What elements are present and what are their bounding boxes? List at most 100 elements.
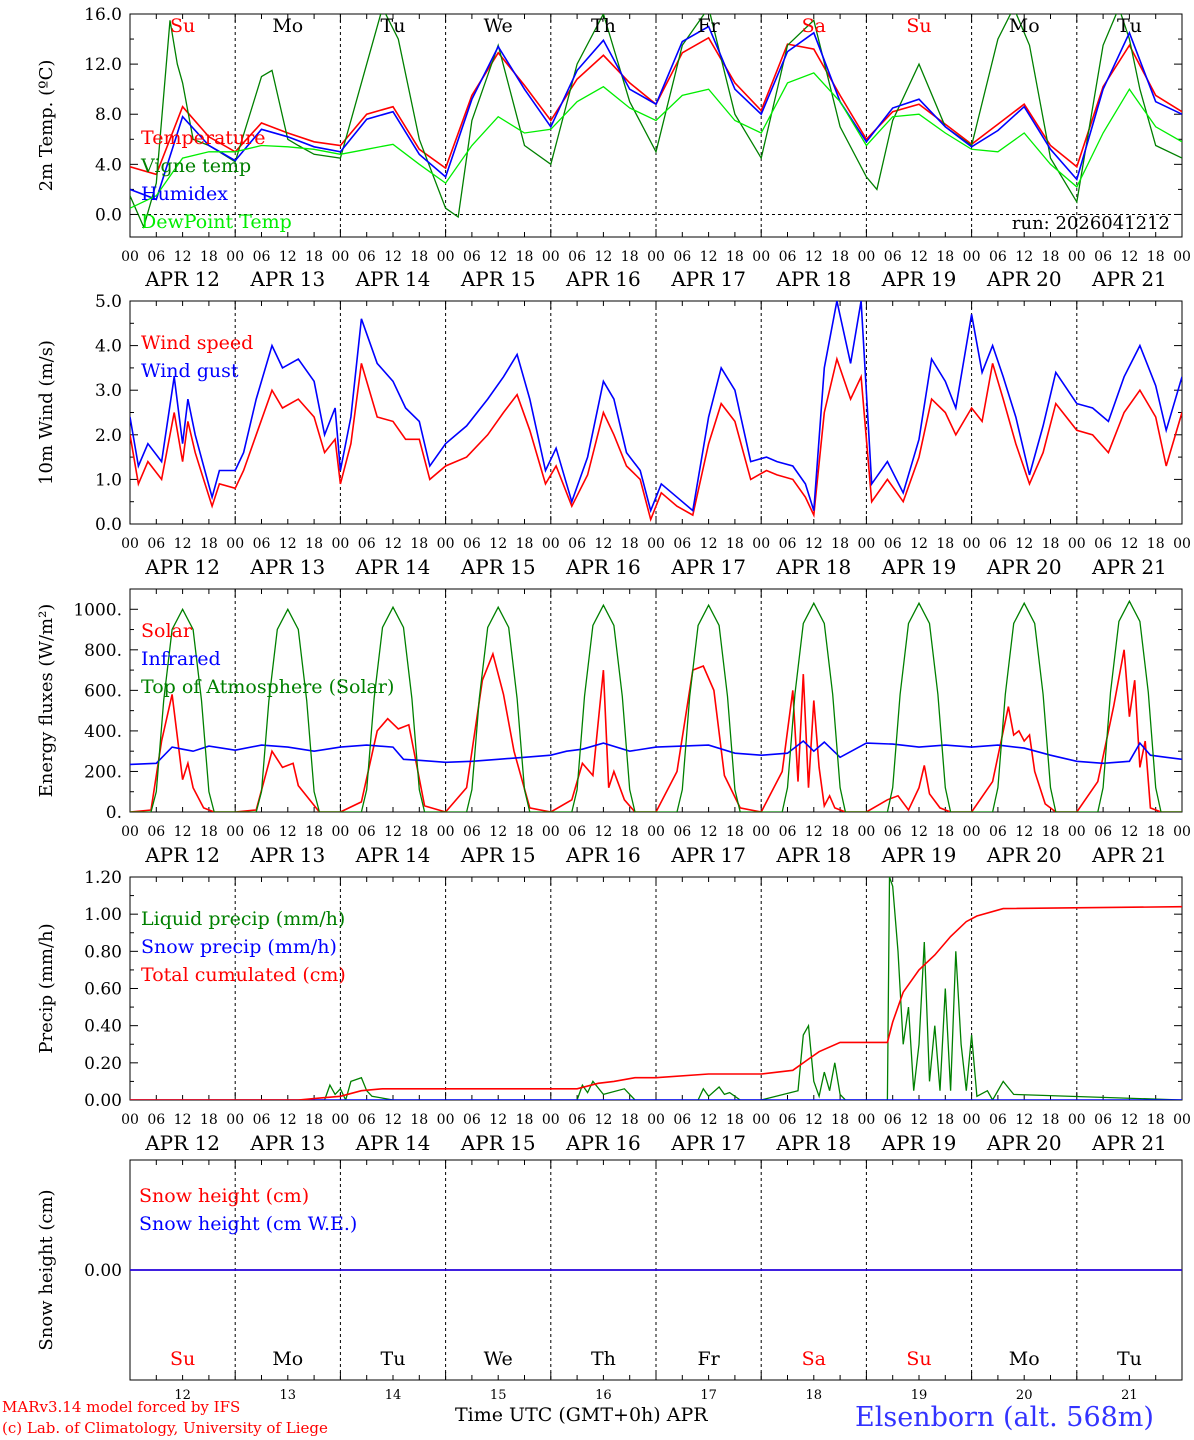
hour-label: 06 [884,1112,902,1128]
date-label: APR 19 [881,1131,957,1155]
y-tick-label: 1.20 [84,868,122,888]
hour-label: 12 [1015,1112,1033,1128]
date-label: APR 19 [881,555,957,579]
hour-label: 18 [936,1112,954,1128]
hour-label: 12 [594,536,612,552]
hour-label: 00 [963,824,981,840]
y-tick-label: 12.0 [84,55,122,75]
panel-3: 0. 200. 400. 600. 800. 1000. Energy fluxes (W/… [36,588,1191,867]
day-number: 15 [490,1388,507,1403]
hour-label: 06 [253,824,271,840]
date-label: APR 13 [249,555,325,579]
date-label: APR 14 [355,1131,431,1155]
hour-label: 00 [437,824,455,840]
legend-entry: Top of Atmosphere (Solar) [141,676,394,698]
series-top-of-atmosphere-solar [130,599,1182,812]
date-label: APR 13 [249,1131,325,1155]
hour-label: 00 [226,249,244,265]
hour-label: 06 [568,1112,586,1128]
hour-label: 12 [1015,249,1033,265]
date-label: APR 14 [355,843,431,867]
hour-label: 06 [147,1112,165,1128]
legend-entry: DewPoint Temp [141,211,292,233]
hour-label: 00 [542,824,560,840]
date-label: APR 15 [460,267,536,291]
hour-label: 00 [1068,536,1086,552]
hour-label: 06 [779,249,797,265]
hour-label: 06 [147,824,165,840]
plot-frame [129,588,1183,813]
hour-label: 06 [779,824,797,840]
date-label: APR 14 [355,555,431,579]
hour-label: 12 [910,536,928,552]
legend-entry: Wind gust [141,360,239,382]
hour-label: 06 [779,1112,797,1128]
legend-entry: Wind speed [141,332,253,354]
series-solar [130,649,1182,812]
hour-label: 12 [805,536,823,552]
hour-label: 12 [805,1112,823,1128]
hour-label: 18 [516,1112,534,1128]
series-liquid-precip-mm-h [130,877,1182,1100]
legend-entry: Temperature [141,127,265,149]
weekday-label-top: Th [591,15,616,37]
hour-label: 06 [1094,1112,1112,1128]
date-label: APR 17 [670,843,746,867]
hour-label: 12 [489,536,507,552]
hour-label: 06 [1094,536,1112,552]
legend-entry: Liquid precip (mm/h) [141,908,345,930]
day-number: 21 [1121,1388,1138,1403]
date-label: APR 16 [565,843,641,867]
hour-label: 12 [489,1112,507,1128]
y-tick-label: 5.0 [95,292,122,312]
hour-label: 00 [331,249,349,265]
weekday-label-bottom: Tu [1117,1348,1142,1370]
legend-entry: Vigne temp [140,155,251,177]
hour-label: 18 [831,536,849,552]
hour-label: 18 [305,536,323,552]
date-label: APR 19 [881,267,957,291]
date-label: APR 12 [144,267,220,291]
hour-label: 06 [147,249,165,265]
panel-5: 0.00 Snow height (cm) Snow height (cm) Snow… [36,1159,1183,1381]
day-number: 17 [700,1388,717,1403]
hour-label: 00 [1173,1112,1191,1128]
weekday-label-top: Fr [697,15,720,37]
date-label: APR 21 [1091,267,1167,291]
series-vigne-temp [130,14,1182,229]
hour-label: 00 [647,249,665,265]
hour-label: 06 [358,249,376,265]
hour-label: 00 [121,824,139,840]
hour-label: 00 [121,1112,139,1128]
weekday-label-bottom: Fr [697,1348,720,1370]
hour-label: 06 [1094,824,1112,840]
date-label: APR 12 [144,1131,220,1155]
hour-label: 12 [700,536,718,552]
hour-label: 00 [647,536,665,552]
hour-label: 00 [963,1112,981,1128]
legend-entry: Total cumulated (cm) [141,964,346,986]
hour-label: 06 [463,1112,481,1128]
hour-label: 12 [910,1112,928,1128]
y-tick-label: 8.0 [95,105,122,125]
hour-label: 06 [989,1112,1007,1128]
date-label: APR 19 [881,843,957,867]
hour-label: 06 [568,824,586,840]
hour-label: 18 [516,536,534,552]
y-tick-label: 4.0 [95,155,122,175]
hour-label: 12 [910,249,928,265]
month-label: APR [666,1404,708,1426]
hour-label: 18 [726,1112,744,1128]
y-axis-title: Energy fluxes (W/m²) [36,604,57,798]
y-tick-label: 0.80 [84,942,122,962]
date-label: APR 18 [775,555,851,579]
date-label: APR 16 [565,1131,641,1155]
hour-label: 12 [1015,536,1033,552]
y-axis-title: 10m Wind (m/s) [36,340,57,485]
date-label: APR 17 [670,267,746,291]
hour-label: 00 [331,824,349,840]
y-tick-label: 400. [84,722,122,742]
series-humidex [130,25,1182,201]
hour-label: 00 [752,824,770,840]
y-axis-title: 2m Temp. (ºC) [36,60,57,192]
